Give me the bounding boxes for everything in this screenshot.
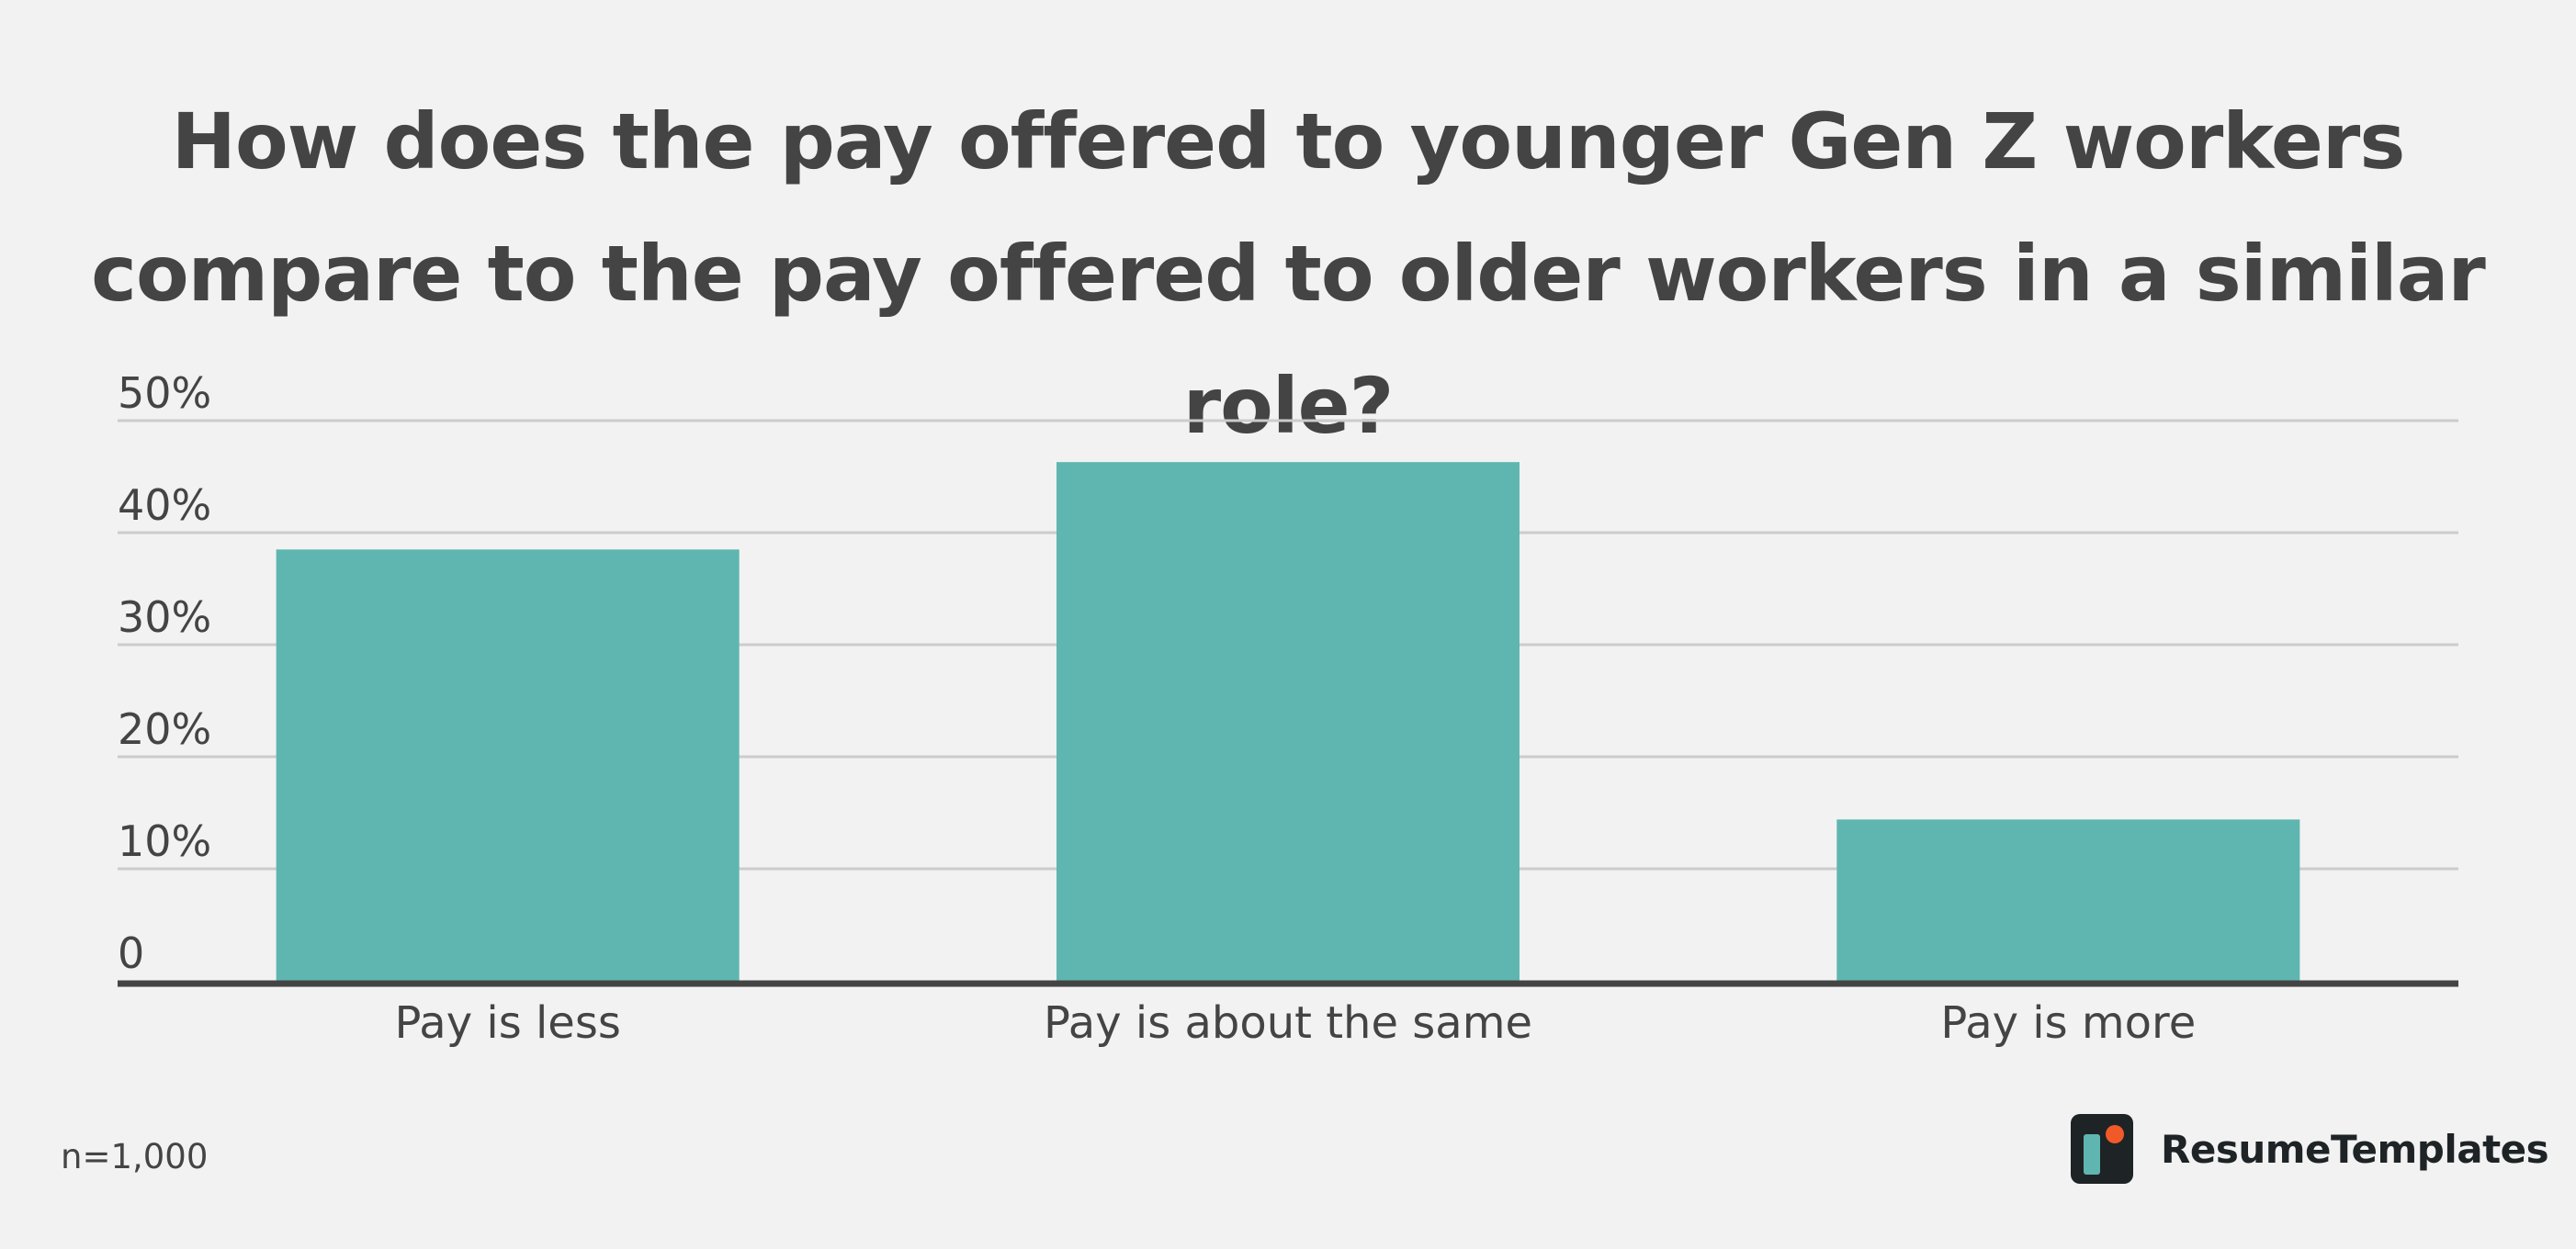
- sample-size-note: n=1,000: [61, 1137, 209, 1176]
- y-tick-label: 0: [118, 928, 144, 978]
- bars: [276, 462, 2300, 981]
- bar-pay-is-more: [1836, 819, 2300, 981]
- y-tick-label: 30%: [118, 592, 211, 642]
- y-tick-label: 40%: [118, 480, 211, 530]
- brand-name: ResumeTemplates: [2161, 1126, 2549, 1172]
- x-tick-label: Pay is about the same: [1044, 997, 1532, 1049]
- y-tick-label: 10%: [118, 816, 211, 866]
- brand-logo-block: ResumeTemplates: [2071, 1113, 2549, 1185]
- x-tick-label: Pay is more: [1940, 997, 2196, 1049]
- x-axis-tick-labels: Pay is less Pay is about the same Pay is m…: [394, 997, 2196, 1049]
- y-tick-label: 50%: [118, 368, 211, 418]
- bar-pay-is-about-the-same: [1056, 462, 1520, 981]
- bar-pay-is-less: [276, 549, 740, 981]
- resume-templates-logo-icon: [2071, 1114, 2133, 1184]
- y-axis-tick-labels: 0 10% 20% 30% 40% 50%: [118, 368, 211, 978]
- chart-title: How does the pay offered to younger Gen …: [91, 96, 2486, 451]
- y-tick-label: 20%: [118, 704, 211, 754]
- x-tick-label: Pay is less: [394, 997, 620, 1049]
